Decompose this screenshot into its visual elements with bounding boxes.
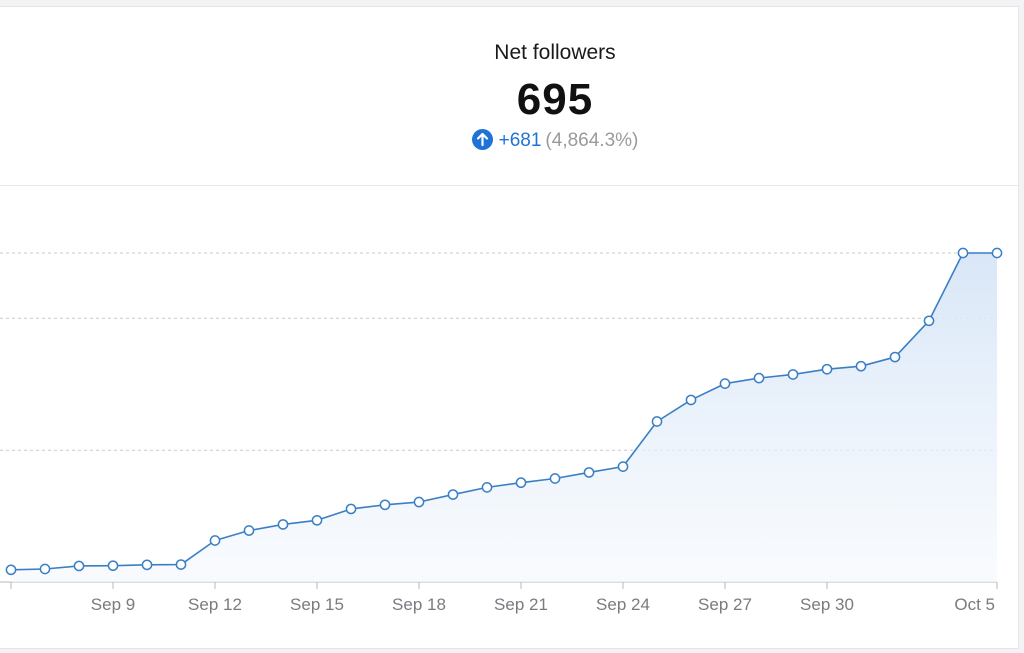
data-point	[855, 360, 867, 372]
data-point	[141, 559, 153, 571]
data-point	[447, 489, 459, 500]
x-tick-label: Sep 15	[290, 595, 344, 614]
data-point	[209, 535, 221, 546]
x-tick-label: Sep 27	[698, 595, 752, 614]
data-point	[617, 461, 629, 472]
x-tick-label: Sep 24	[596, 595, 650, 614]
series-area-fill	[11, 253, 997, 582]
stat-title: Net followers	[494, 41, 616, 64]
data-point	[5, 564, 17, 576]
data-point	[787, 369, 799, 380]
data-point	[243, 525, 255, 536]
data-point	[821, 363, 833, 375]
line-layer	[10, 252, 997, 571]
data-point	[719, 378, 731, 389]
stat-value: 695	[516, 75, 594, 124]
data-point	[753, 372, 765, 384]
data-point	[175, 559, 187, 570]
x-tick-label: Oct 5	[954, 595, 995, 614]
data-point	[39, 563, 51, 575]
x-tick-label: Sep 9	[91, 595, 135, 614]
stat-change: +681 (4,864.3%)	[0, 129, 1024, 152]
series-line	[10, 252, 997, 571]
tick-layer: Sep 9 Sep 12 Sep 15 Sep 18 Sep 21 Sep 24 Sep 2…	[10, 582, 998, 614]
data-point	[345, 503, 357, 515]
stat-header: Net followers 695 +681 (4,864.3%)	[0, 7, 1018, 186]
data-point	[73, 560, 85, 572]
x-tick-label: Sep 12	[188, 595, 242, 614]
arrow-up-circle-icon	[471, 129, 493, 150]
data-point	[413, 496, 425, 508]
data-point	[957, 247, 969, 259]
point-layer	[5, 247, 1003, 576]
x-tick-label: Sep 18	[392, 595, 446, 614]
data-point	[277, 519, 289, 530]
x-tick-label: Sep 30	[800, 595, 854, 614]
data-point	[889, 351, 901, 363]
area-layer	[11, 253, 997, 582]
data-point	[107, 560, 119, 572]
delta-percent: (4,864.3%)	[545, 130, 639, 151]
data-point	[549, 473, 561, 484]
data-point	[923, 315, 935, 327]
data-point	[311, 514, 323, 526]
data-point	[651, 416, 663, 427]
data-point	[481, 482, 493, 493]
delta-value: +681	[498, 130, 542, 151]
data-point	[583, 467, 595, 478]
data-point	[685, 394, 697, 406]
data-point	[379, 499, 391, 511]
data-point	[991, 247, 1003, 259]
x-tick-label: Sep 21	[494, 595, 548, 614]
data-point	[515, 477, 527, 489]
